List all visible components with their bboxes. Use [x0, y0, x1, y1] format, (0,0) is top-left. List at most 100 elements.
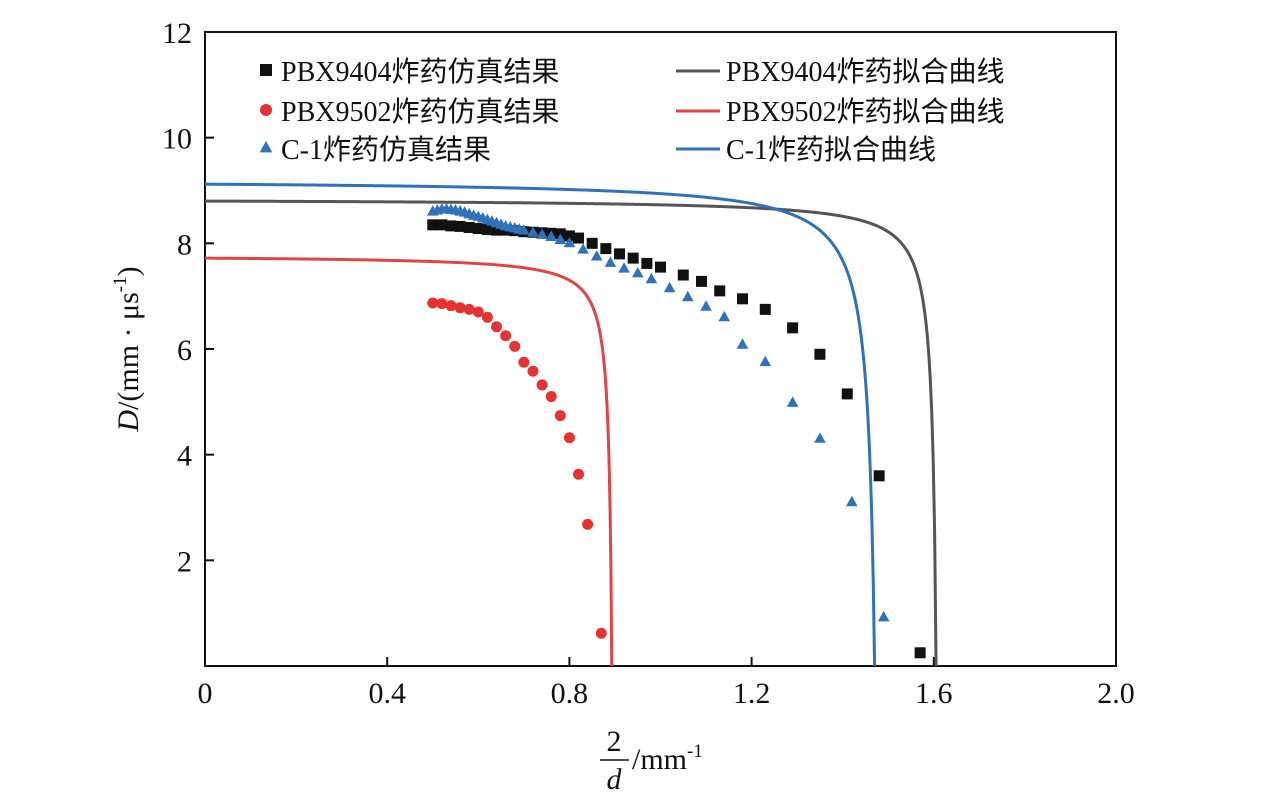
data-point: [677, 269, 689, 281]
data-point: [814, 348, 826, 360]
data-point: [877, 610, 890, 622]
x-tick-label: 0.4: [368, 677, 406, 710]
x-tick-label: 2.0: [1097, 677, 1135, 710]
x-axis-label-unit: /mm-1: [632, 741, 703, 776]
fit-curves: [205, 182, 938, 666]
data-point: [481, 311, 493, 323]
data-point: [786, 396, 799, 407]
x-tick-label: 0: [198, 677, 213, 710]
data-point: [814, 432, 826, 443]
y-tick-label: 4: [177, 440, 192, 473]
data-point: [718, 310, 731, 322]
y-tick-label: 12: [162, 17, 192, 50]
legend-label: C-1炸药拟合曲线: [726, 134, 936, 166]
data-point: [518, 356, 530, 368]
data-point: [518, 224, 530, 235]
data-point: [536, 379, 548, 391]
data-point: [563, 230, 575, 242]
x-tick-label: 1.2: [733, 677, 771, 710]
data-point: [641, 257, 653, 269]
data-point: [500, 330, 512, 342]
y-tick-label: 2: [177, 545, 192, 578]
data-point: [445, 220, 457, 232]
data-point: [582, 518, 594, 530]
legend-label: PBX9404炸药仿真结果: [281, 56, 559, 88]
data-point: [436, 219, 448, 231]
data-point: [914, 647, 926, 659]
data-point: [472, 223, 484, 235]
data-point: [736, 338, 749, 349]
y-tick-label: 8: [177, 228, 192, 261]
data-point: [614, 248, 626, 260]
x-axis-label: 2 d /mm-1: [600, 725, 703, 795]
data-point: [463, 221, 475, 233]
y-tick-label: 10: [162, 123, 192, 156]
data-point: [627, 252, 639, 264]
data-point: [714, 285, 726, 297]
data-point: [573, 468, 585, 480]
data-point: [563, 432, 575, 444]
data-point: [600, 243, 612, 255]
data-point: [682, 290, 694, 302]
data-point: [573, 232, 585, 244]
legend-label: C-1炸药仿真结果: [281, 134, 491, 166]
data-point: [260, 104, 272, 116]
data-point: [536, 228, 548, 239]
data-point: [463, 303, 475, 315]
y-tick-label: 6: [177, 334, 192, 367]
x-axis-label-numerator: 2: [607, 725, 622, 758]
data-point: [481, 224, 493, 236]
data-point: [527, 365, 539, 377]
data-point: [618, 262, 630, 273]
data-point: [509, 340, 521, 352]
data-point: [663, 281, 676, 293]
data-point: [604, 256, 617, 267]
data-point: [472, 306, 484, 318]
data-point: [554, 410, 566, 422]
data-point: [545, 230, 557, 241]
y-axis-label-close: ): [112, 266, 145, 276]
data-point: [759, 355, 772, 367]
y-axis-label-unit: /(mm · μs: [112, 292, 145, 410]
tick-labels: 0 0.4 0.8 1.2 1.6 2.0 2 4 6 8 10 12: [162, 17, 1135, 710]
legend-label: PBX9502炸药仿真结果: [281, 96, 559, 128]
data-point: [491, 224, 503, 236]
data-point: [700, 300, 712, 311]
data-point: [545, 391, 557, 403]
data-point: [436, 298, 448, 310]
svg-text:D/(mm · μs-1): D/(mm · μs-1): [110, 266, 145, 432]
data-point: [736, 293, 748, 305]
data-points: [426, 203, 926, 659]
legend-label: PBX9404炸药拟合曲线: [726, 56, 1004, 88]
data-point: [846, 495, 858, 507]
data-point: [554, 233, 567, 245]
data-point: [445, 300, 457, 312]
fit-curve: [205, 199, 938, 666]
data-point: [577, 243, 589, 254]
fit-curve: [205, 182, 877, 666]
data-point: [655, 261, 666, 273]
y-axis-label-unit-sup: -1: [110, 276, 131, 292]
legend: PBX9404炸药仿真结果 PBX9502炸药仿真结果 C-1炸药仿真结果 PBX94…: [259, 56, 1004, 166]
data-point: [454, 220, 466, 232]
y-axis-label-symbol: D: [112, 410, 145, 433]
data-point: [427, 219, 439, 231]
x-axis-label-denominator: d: [607, 763, 623, 795]
data-point: [260, 64, 272, 76]
data-point: [491, 321, 503, 333]
data-point: [645, 272, 658, 284]
data-point: [563, 236, 576, 248]
data-point: [631, 266, 644, 278]
y-axis-label: D/(mm · μs-1): [110, 266, 145, 432]
data-point: [259, 140, 273, 153]
fit-curve: [205, 256, 614, 666]
x-tick-label: 0.8: [551, 677, 589, 710]
data-point: [586, 237, 598, 249]
data-point: [590, 250, 603, 261]
axis-ticks: [205, 136, 935, 666]
data-point: [595, 627, 607, 639]
data-point: [787, 322, 799, 334]
data-point: [841, 388, 853, 400]
legend-label: PBX9502炸药拟合曲线: [726, 96, 1004, 128]
